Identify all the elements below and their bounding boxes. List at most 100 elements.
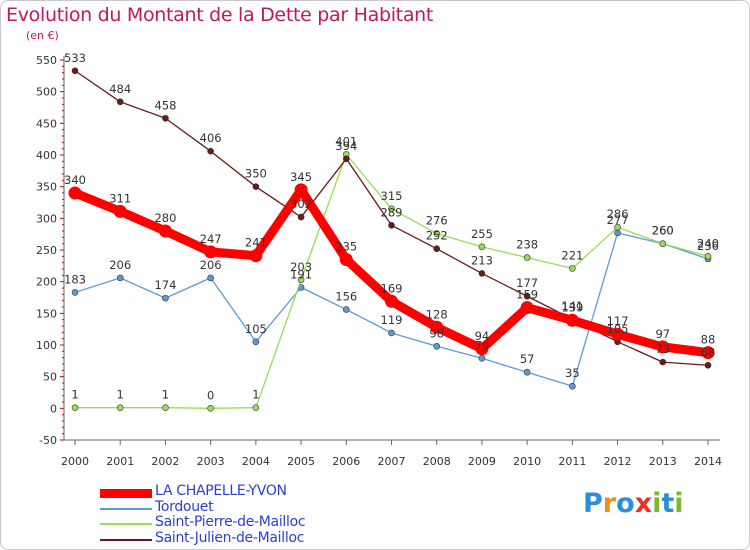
data-point xyxy=(430,320,444,334)
data-point xyxy=(68,186,82,200)
data-point xyxy=(614,229,621,237)
data-point xyxy=(252,404,260,412)
x-tick-label: 2003 xyxy=(197,455,225,468)
x-tick-label: 2006 xyxy=(332,455,360,468)
data-label: 0 xyxy=(207,388,214,402)
data-point xyxy=(614,223,621,231)
data-point xyxy=(116,404,124,412)
data-label: 159 xyxy=(516,288,538,302)
data-point xyxy=(659,358,667,366)
x-tick-label: 2009 xyxy=(468,455,496,468)
data-label: 206 xyxy=(109,258,131,272)
data-point xyxy=(523,292,531,300)
data-label: 169 xyxy=(381,281,403,295)
data-label: 345 xyxy=(290,170,312,184)
data-point xyxy=(204,245,218,259)
data-label: 177 xyxy=(516,276,538,290)
data-point xyxy=(116,98,124,106)
data-point xyxy=(162,294,169,302)
data-label: 57 xyxy=(520,352,535,366)
data-point xyxy=(162,114,169,122)
data-point xyxy=(71,404,79,412)
x-tick-label: 2002 xyxy=(151,455,179,468)
legend-item: Tordouet xyxy=(100,499,360,517)
x-tick-label: 2011 xyxy=(558,455,586,468)
y-tick-label: 0 xyxy=(50,402,57,415)
data-label: 484 xyxy=(109,82,131,96)
data-point xyxy=(565,313,579,327)
data-label: 277 xyxy=(607,213,629,227)
data-label: 1 xyxy=(162,388,169,402)
proxiti-logo: Proxiti xyxy=(583,488,684,519)
legend-item: Saint-Julien-de-Mailloc xyxy=(100,530,360,548)
chart-subtitle: (en €) xyxy=(26,29,59,42)
data-point xyxy=(433,342,441,350)
data-point xyxy=(207,405,214,412)
x-tick-label: 2005 xyxy=(287,455,315,468)
data-point xyxy=(113,204,127,218)
data-label: 97 xyxy=(655,327,670,341)
chart-title: Evolution du Montant de la Dette par Hab… xyxy=(6,4,434,26)
data-point xyxy=(656,340,670,354)
x-tick-label: 2008 xyxy=(423,455,451,468)
chart-plot: -500501001502002503003504004505005502000… xyxy=(36,51,722,468)
data-label: 73 xyxy=(655,342,670,356)
data-point xyxy=(704,361,712,369)
data-point xyxy=(252,338,260,346)
logo-letter: i xyxy=(674,488,684,519)
data-label: 1 xyxy=(252,388,259,402)
data-point xyxy=(252,183,260,190)
data-label: 280 xyxy=(154,211,176,225)
data-label: 533 xyxy=(64,51,86,65)
data-label: 406 xyxy=(200,131,222,145)
data-label: 276 xyxy=(426,214,448,228)
y-tick-label: -50 xyxy=(39,434,57,447)
data-label: 88 xyxy=(701,333,716,347)
y-tick-label: 50 xyxy=(43,371,57,384)
data-point xyxy=(116,274,124,282)
data-label: 289 xyxy=(381,205,403,219)
data-label: 139 xyxy=(561,300,583,314)
data-label: 206 xyxy=(200,258,222,272)
x-tick-label: 2007 xyxy=(378,455,406,468)
data-label: 286 xyxy=(607,207,629,221)
data-point xyxy=(569,265,576,272)
data-label: 105 xyxy=(245,322,267,336)
data-point xyxy=(433,230,441,237)
data-label: 213 xyxy=(471,253,493,267)
series-line-tordouet xyxy=(74,232,709,387)
data-label: 68 xyxy=(701,345,716,359)
data-label: 260 xyxy=(652,224,674,238)
data-label: 141 xyxy=(561,299,583,313)
data-point xyxy=(294,183,308,197)
legend-swatch xyxy=(100,523,152,525)
data-label: 1 xyxy=(71,388,78,402)
data-point xyxy=(71,67,79,75)
data-label: 235 xyxy=(335,240,357,254)
y-tick-label: 550 xyxy=(36,54,57,67)
y-tick-label: 350 xyxy=(36,181,57,194)
x-tick-label: 2001 xyxy=(106,455,134,468)
data-label: 394 xyxy=(335,139,357,153)
data-point xyxy=(659,240,667,247)
data-label: 117 xyxy=(607,314,629,328)
data-label: 255 xyxy=(471,227,493,241)
x-tick-label: 2014 xyxy=(694,455,722,468)
x-tick-label: 2000 xyxy=(61,455,89,468)
data-point xyxy=(523,368,531,376)
data-point xyxy=(478,243,486,251)
data-label: 156 xyxy=(335,290,357,304)
logo-letter: o xyxy=(616,488,635,519)
data-point xyxy=(385,294,398,308)
data-label: 340 xyxy=(64,173,86,187)
data-point xyxy=(704,253,712,260)
y-tick-label: 500 xyxy=(36,86,57,99)
data-label: 94 xyxy=(475,329,490,343)
data-point xyxy=(297,276,305,284)
data-point xyxy=(158,224,172,238)
legend-item: LA CHAPELLE-YVON xyxy=(100,483,360,501)
data-label: 350 xyxy=(245,167,267,181)
legend-swatch xyxy=(100,507,152,510)
data-label: 105 xyxy=(607,322,629,336)
data-point xyxy=(433,245,441,253)
